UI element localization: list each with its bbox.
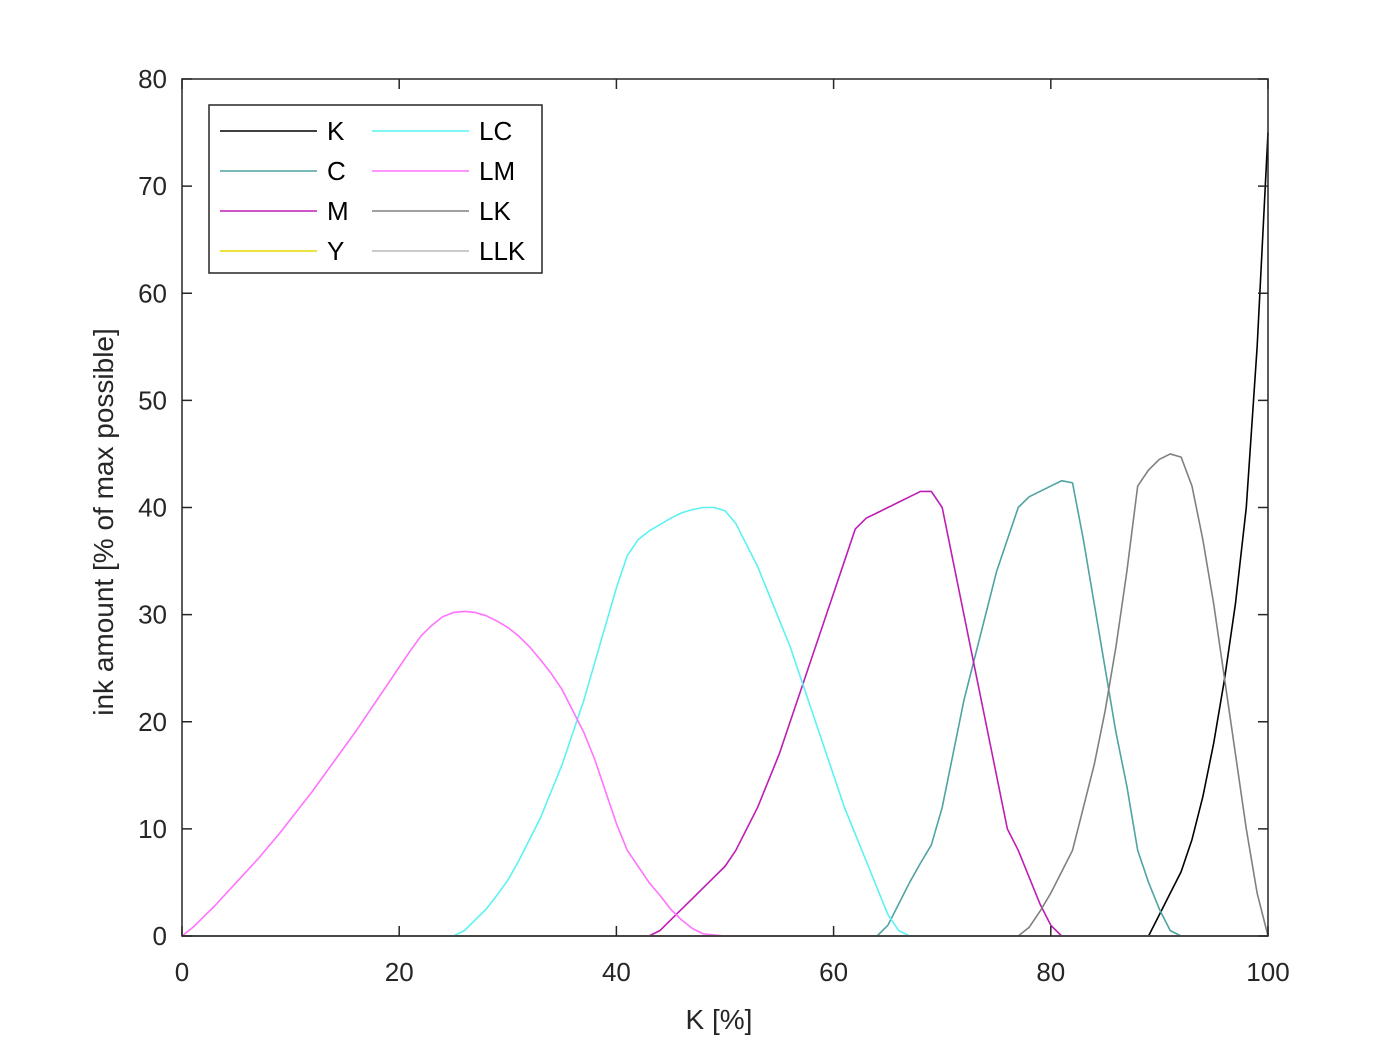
- legend-label-lm: LM: [479, 156, 515, 186]
- y-tick-label: 20: [138, 707, 167, 737]
- x-tick-label: 100: [1246, 957, 1289, 987]
- series-line-c: [182, 479, 1268, 937]
- series-line-k: [182, 132, 1269, 937]
- y-tick-label: 40: [138, 493, 167, 523]
- y-tick-label: 60: [138, 278, 167, 308]
- x-tick-label: 60: [819, 957, 848, 987]
- x-tick-label: 80: [1036, 957, 1065, 987]
- legend-label-k: K: [327, 116, 345, 146]
- x-tick-label: 40: [602, 957, 631, 987]
- x-tick-label: 0: [175, 957, 189, 987]
- legend-label-lc: LC: [479, 116, 512, 146]
- legend-label-c: C: [327, 156, 346, 186]
- x-axis-label: K [%]: [686, 1004, 753, 1035]
- y-tick-label: 10: [138, 814, 167, 844]
- y-tick-label: 70: [138, 171, 167, 201]
- tick-layer: 0 20 40 60 80 100 0 10 20 30 40 50 60 70 80: [138, 64, 1290, 987]
- legend-label-y: Y: [327, 236, 344, 266]
- series-line-lm: [181, 610, 1268, 937]
- y-tick-label: 0: [153, 921, 167, 951]
- series-line-lk: [182, 453, 1269, 937]
- series-line-m: [182, 490, 1268, 937]
- y-tick-label: 50: [138, 385, 167, 415]
- y-tick-label: 80: [138, 64, 167, 94]
- y-axis-label: ink amount [% of max possible]: [88, 328, 119, 716]
- y-tick-label: 30: [138, 600, 167, 630]
- x-tick-label: 20: [385, 957, 414, 987]
- series-line-lc: [182, 506, 1268, 937]
- legend-label-lk: LK: [479, 196, 511, 226]
- legend-box: [208, 104, 543, 274]
- legend-label-m: M: [327, 196, 349, 226]
- legend-label-llk: LLK: [479, 236, 526, 266]
